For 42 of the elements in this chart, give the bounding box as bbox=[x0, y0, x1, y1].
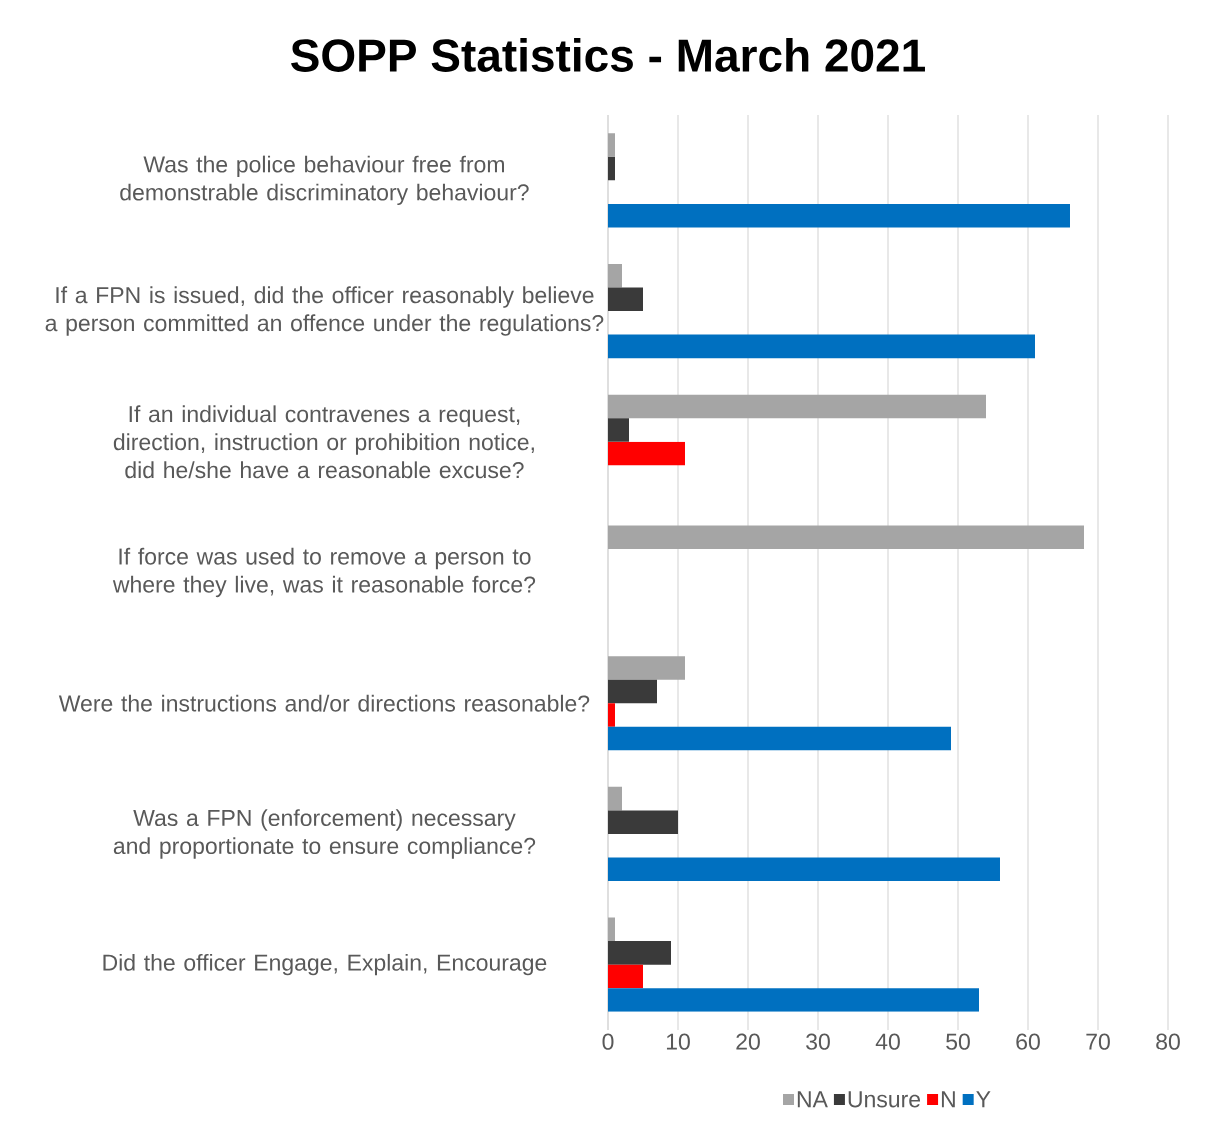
bar bbox=[608, 287, 643, 312]
bar bbox=[608, 441, 685, 466]
y-tick-label: Were the instructions and/or directions reasonable? bbox=[58, 694, 590, 712]
legend-label: Unsure bbox=[848, 1091, 921, 1108]
bar bbox=[608, 264, 622, 288]
bar bbox=[608, 917, 615, 942]
bar bbox=[608, 941, 671, 965]
x-tick-label: 20 bbox=[736, 1033, 760, 1050]
bar bbox=[608, 679, 657, 704]
bar bbox=[608, 703, 615, 727]
bar bbox=[608, 810, 678, 834]
bar bbox=[608, 964, 643, 989]
x-tick-label: 50 bbox=[946, 1033, 970, 1050]
bar bbox=[608, 156, 615, 181]
bar bbox=[608, 857, 1000, 881]
x-tick-label: 80 bbox=[1156, 1033, 1180, 1050]
bar bbox=[608, 525, 1084, 549]
y-tick-label: If an individual contravenes a request, direction, instruction or prohibition notice, did he/she have a reasonable excuse? bbox=[113, 405, 534, 479]
y-tick-label: If a FPN is issued, did the officer reasonably believe a person committed an offence under the regulations? bbox=[45, 286, 604, 336]
legend-label: Y bbox=[976, 1091, 991, 1108]
y-tick-label: If force was used to remove a person to where they live, was it reasonable force? bbox=[112, 547, 536, 598]
bar bbox=[608, 203, 1070, 228]
x-tick-label: 40 bbox=[875, 1033, 900, 1050]
x-tick-label: 60 bbox=[1016, 1033, 1040, 1050]
bar bbox=[608, 133, 615, 157]
y-tick-label: Did the officer Engage, Explain, Encourage bbox=[103, 953, 547, 976]
x-tick-label: 70 bbox=[1086, 1033, 1110, 1050]
x-tick-label: 10 bbox=[666, 1033, 690, 1050]
chart-title: SOPP Statistics - March 2021 bbox=[291, 38, 925, 72]
y-tick-label: Was the police behaviour free from demonstrable discriminatory behaviour? bbox=[120, 155, 529, 206]
bar bbox=[608, 334, 1035, 359]
bar bbox=[608, 394, 986, 419]
legend-label: NA bbox=[797, 1091, 828, 1108]
bar bbox=[608, 786, 622, 811]
legend-label: N bbox=[941, 1091, 955, 1108]
bar bbox=[608, 656, 685, 680]
x-tick-label: 0 bbox=[602, 1033, 614, 1050]
bar bbox=[608, 418, 629, 442]
bar bbox=[608, 726, 951, 751]
y-tick-label: Was a FPN (enforcement) necessary and proportionate to ensure compliance? bbox=[113, 809, 536, 859]
x-tick-label: 30 bbox=[806, 1033, 830, 1050]
bar bbox=[608, 988, 979, 1012]
